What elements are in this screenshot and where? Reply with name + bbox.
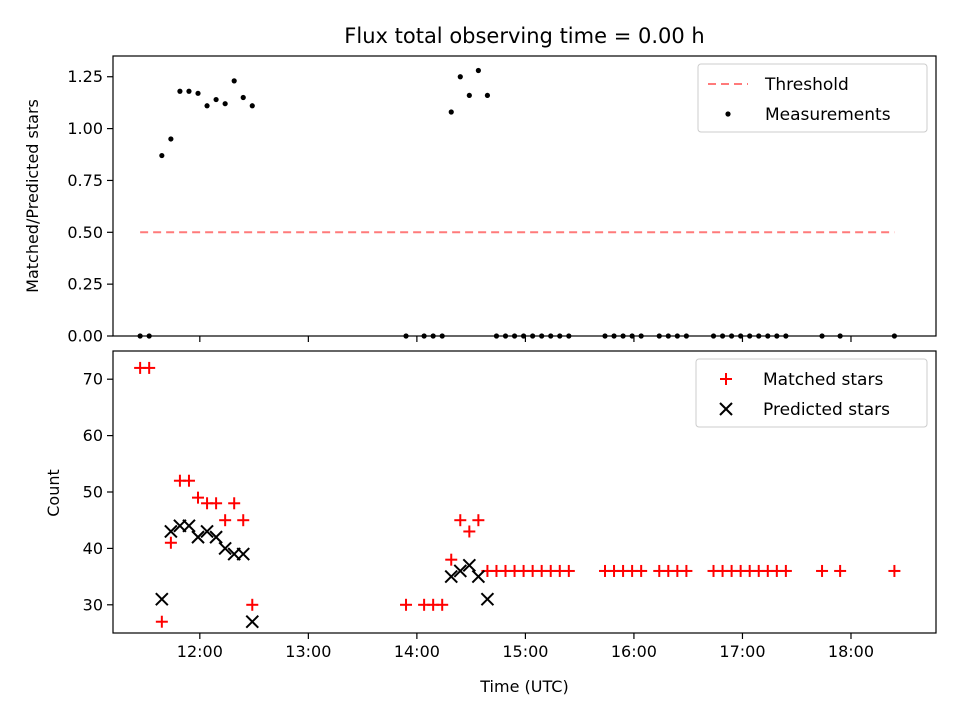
matched-star-point [834,564,847,577]
measurement-point [186,88,192,94]
legend-predicted-swatch [719,402,733,416]
matched-star-point [143,361,156,374]
measurement-point [231,78,237,84]
measurement-point [222,101,228,107]
predicted-star-point [453,564,467,578]
predicted-star-point [209,530,223,544]
legend-threshold-label: Threshold [764,75,849,95]
matched-star-point [192,491,205,504]
predicted-star-point [218,541,232,556]
matched-stars-points [134,361,901,628]
top-y-tick-label-1: 0.25 [67,275,103,294]
bottom-y-tick-label-3: 60 [83,426,103,445]
bottom-y-tick-label-0: 30 [83,595,103,614]
top-legend: Threshold Measurements [697,63,928,133]
matched-star-point [155,615,168,628]
measurement-point [177,88,183,94]
bottom-plot-frame [112,350,937,634]
matched-star-point [237,514,250,527]
top-y-axis-label: Matched/Predicted stars [23,99,42,293]
legend-predicted-label: Predicted stars [763,400,890,420]
matched-star-point [562,564,575,577]
bottom-y-ticks: 30 40 50 60 70 [83,370,113,614]
legend-measurements-swatch [725,111,731,117]
legend-matched-swatch [720,373,732,385]
top-panel: Flux total observing time = 0.00 h Match… [23,24,937,346]
measurement-point [213,96,219,103]
measurement-point [448,109,454,115]
predicted-stars-points [155,519,495,629]
bottom-y-axis-label: Count [44,469,63,517]
predicted-star-point [480,592,495,606]
legend-matched-label: Matched stars [763,370,883,390]
predicted-star-point [182,519,196,533]
bottom-panel: Count Time (UTC) 30 40 50 60 70 12:00 13:00 14… [44,350,937,696]
matched-star-point [400,598,413,611]
measurement-point [195,90,201,96]
matched-star-point [445,553,458,566]
predicted-star-point [471,569,486,584]
measurement-point [484,92,491,99]
matched-star-point [436,598,449,611]
top-plot-frame [112,55,937,337]
x-axis-label: Time (UTC) [479,677,568,696]
predicted-star-point [444,569,458,584]
measurement-point [168,136,174,142]
matched-star-point [228,497,241,510]
bottom-legend-box [695,358,928,428]
x-tick-label-1: 13:00 [285,642,331,661]
measurement-point [159,152,165,159]
top-legend-box [697,63,928,133]
matched-star-point [472,514,485,527]
matched-star-point [246,598,259,611]
top-y-tick-label-0: 0.00 [67,327,103,346]
matched-star-point [680,564,693,577]
matched-star-point [210,497,223,510]
top-y-ticks: 0.00 0.25 0.50 0.75 1.00 1.25 [67,67,113,346]
matched-star-point [816,564,829,577]
bottom-y-tick-label-4: 70 [83,370,103,389]
measurement-point [204,103,210,109]
x-tick-label-2: 14:00 [394,642,440,661]
matched-star-point [888,564,901,577]
bottom-y-tick-label-2: 50 [83,483,103,502]
matched-star-point [463,525,476,538]
x-tick-label-6: 18:00 [828,642,874,661]
predicted-star-point [245,615,259,629]
measurement-point [240,94,246,101]
predicted-star-point [191,530,205,544]
matched-star-point [635,564,648,577]
legend-measurements-label: Measurements [765,105,891,125]
measurement-point [249,103,255,109]
predicted-star-point [236,547,250,561]
x-tick-label-0: 12:00 [177,642,223,661]
measurement-point [475,67,481,74]
measurement-point [457,74,463,80]
matched-star-point [454,514,467,527]
predicted-star-point [462,558,477,573]
x-tick-label-5: 17:00 [719,642,765,661]
matched-star-point [164,536,177,549]
predicted-star-point [155,592,169,606]
bottom-legend: Matched stars Predicted stars [695,358,928,428]
matched-star-point [779,564,792,577]
predicted-star-point [200,524,214,539]
top-y-tick-label-3: 0.75 [67,171,103,190]
bottom-x-ticks: 12:00 13:00 14:00 15:00 16:00 17:00 18:00 [177,633,874,661]
top-y-tick-label-5: 1.25 [67,67,103,86]
measurement-point [466,92,472,99]
chart-title: Flux total observing time = 0.00 h [344,24,704,48]
x-tick-label-3: 15:00 [502,642,548,661]
top-y-tick-label-2: 0.50 [67,223,103,242]
top-y-tick-label-4: 1.00 [67,119,103,138]
matched-star-point [182,474,195,487]
predicted-star-point [164,524,178,539]
bottom-y-tick-label-1: 40 [83,539,103,558]
matched-star-point [219,514,232,527]
x-tick-label-4: 16:00 [611,642,657,661]
